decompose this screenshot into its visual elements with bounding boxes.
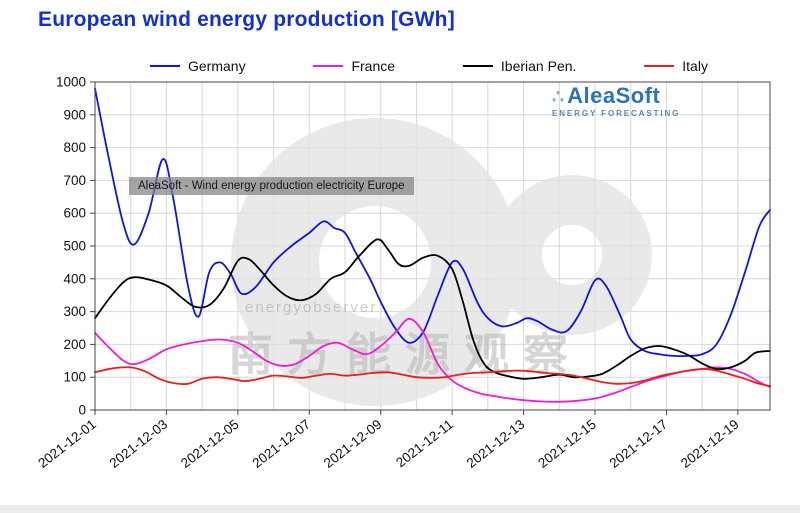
x-tick-label: 2021-12-11 [393, 417, 456, 471]
x-tick-label: 2021-12-03 [107, 417, 171, 471]
series-line-france [94, 317, 771, 403]
x-tick-label: 2021-12-15 [535, 417, 599, 471]
aleasoft-logo: ∴ AleaSoft ENERGY FORECASTING [552, 85, 680, 118]
legend-swatch-iberian-pen [462, 65, 493, 67]
y-tick-label: 600 [63, 206, 86, 221]
legend-item-iberian-pen: Iberian Pen. [462, 58, 577, 74]
y-tick-label: 700 [63, 173, 86, 188]
series-line-iberian-pen [94, 238, 771, 380]
chart-title: European wind energy production [GWh] [38, 8, 455, 31]
series-line-italy [94, 366, 771, 387]
watermark-cjk-text: 南方能源观察 [228, 329, 582, 380]
y-tick-label: 400 [63, 271, 86, 286]
y-tick-label: 300 [63, 304, 86, 319]
legend-item-france: France [313, 58, 395, 74]
legend-label-iberian-pen: Iberian Pen. [500, 58, 577, 74]
legend-label-italy: Italy [682, 58, 708, 74]
y-tick-label: 900 [63, 107, 86, 122]
bottom-strip [0, 505, 800, 513]
line-chart: energyobserver 南方能源观察 0 100 200 300 400 500 600 7… [35, 75, 771, 471]
x-tick-label: 2021-12-13 [464, 417, 528, 471]
y-tick-label: 500 [63, 239, 86, 254]
x-tick-label: 2021-12-19 [678, 417, 742, 471]
x-tick-label: 2021-12-17 [607, 417, 671, 471]
logo-tagline: ENERGY FORECASTING [552, 109, 681, 118]
chart-annotation: AleaSoft - Wind energy production electr… [129, 177, 414, 195]
x-tick-label: 2021-12-09 [321, 417, 385, 471]
legend-swatch-france [313, 65, 344, 67]
x-tick-label: 2021-12-01 [35, 417, 99, 471]
y-tick-label: 800 [63, 140, 86, 155]
legend-swatch-italy [644, 65, 675, 67]
legend: Germany France Iberian Pen. Italy [150, 58, 708, 74]
legend-item-italy: Italy [644, 58, 708, 74]
y-tick-label: 200 [63, 337, 86, 352]
watermark-latin-text: energyobserver [245, 299, 377, 316]
y-tick-label: 100 [63, 370, 86, 385]
aleasoft-logo-main: ∴ AleaSoft [552, 83, 680, 108]
legend-label-france: France [351, 58, 396, 74]
logo-name: AleaSoft [567, 83, 661, 108]
x-tick-label: 2021-12-07 [249, 417, 313, 471]
legend-swatch-germany [150, 65, 180, 67]
x-tick-label: 2021-12-05 [178, 417, 242, 471]
series-line-germany [94, 87, 771, 358]
legend-item-germany: Germany [150, 58, 246, 74]
y-tick-label: 0 [78, 403, 86, 418]
logo-dots-icon: ∴ [552, 87, 565, 108]
y-tick-label: 1000 [56, 75, 86, 90]
legend-label-germany: Germany [188, 58, 246, 74]
